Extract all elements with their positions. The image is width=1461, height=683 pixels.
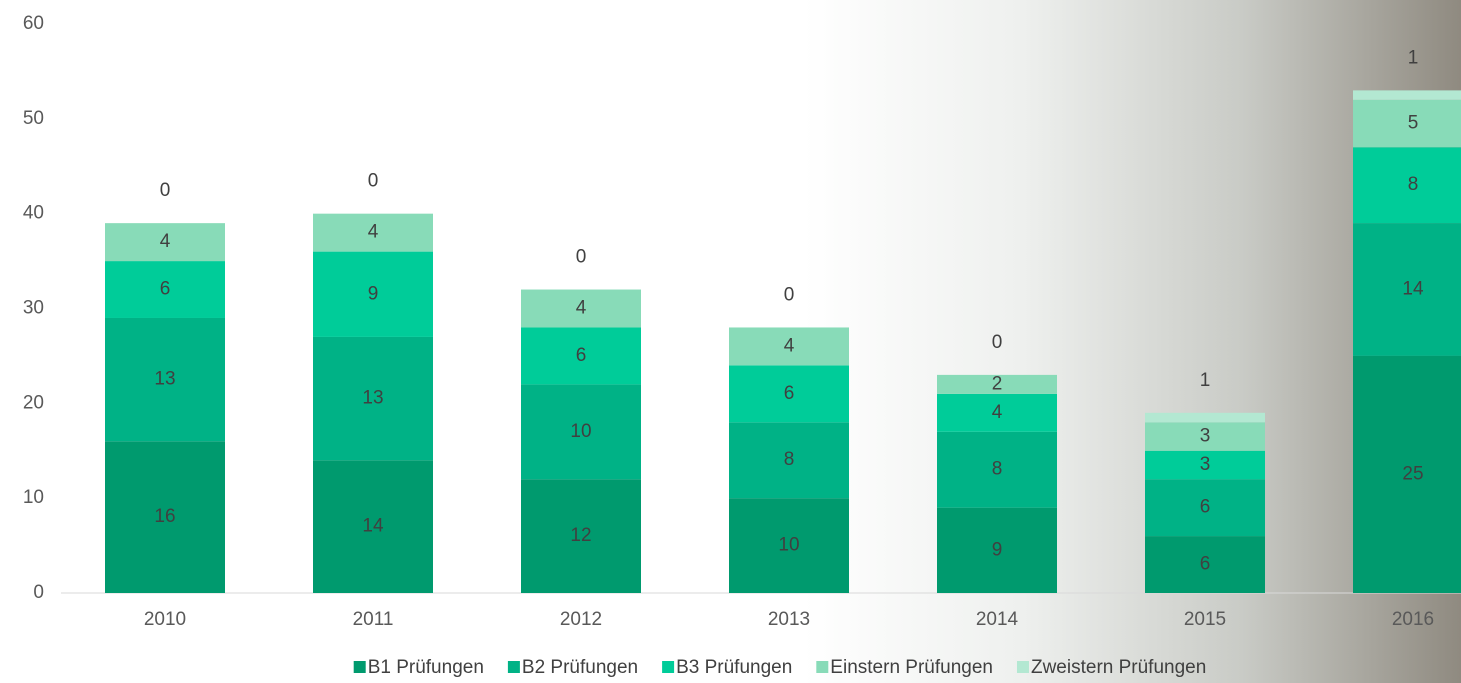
data-label: 3: [1200, 426, 1211, 447]
data-label: 0: [368, 171, 379, 192]
data-label: 2: [992, 373, 1003, 394]
y-tick-label: 10: [23, 487, 44, 508]
bar-segment: [1145, 450, 1265, 480]
data-label: 0: [784, 284, 795, 305]
x-tick-label: 2016: [1392, 609, 1434, 630]
bar-segment: [1353, 99, 1461, 148]
bar-segment: [937, 393, 1057, 432]
x-tick-label: 2015: [1184, 609, 1226, 630]
x-tick-label: 2014: [976, 609, 1019, 630]
data-label: 9: [368, 283, 379, 304]
bar-segment: [729, 327, 849, 366]
x-tick-label: 2010: [144, 609, 186, 630]
data-label: 1: [1200, 370, 1211, 391]
data-label: 6: [1200, 554, 1211, 575]
bar-segment: [937, 507, 1057, 593]
data-label: 8: [1408, 174, 1419, 195]
legend-swatch: [1016, 661, 1029, 673]
legend: B1 Prüfungen B2 Prüfungen B3 Prüfungen Eins…: [353, 657, 1206, 678]
data-label: 0: [160, 180, 171, 201]
bar-segment: [313, 460, 433, 593]
bar-segment: [1145, 536, 1265, 593]
legend-swatch: [816, 661, 829, 673]
data-label: 16: [154, 506, 175, 527]
bar-segment: [1145, 412, 1265, 423]
x-tick-label: 2013: [768, 609, 810, 630]
y-tick-label: 20: [23, 392, 44, 413]
data-label: 14: [1402, 279, 1424, 300]
data-label: 4: [992, 402, 1003, 423]
legend-label: Einstern Prüfungen: [830, 657, 993, 678]
data-label: 6: [160, 279, 171, 300]
data-label: 6: [1200, 497, 1211, 518]
x-tick-label: 2011: [353, 609, 394, 630]
bar-segment: [313, 213, 433, 252]
y-tick-label: 40: [23, 203, 44, 224]
data-label: 5: [1408, 113, 1419, 134]
bar-segment: [1353, 355, 1461, 593]
legend-label: Zweistern Prüfungen: [1031, 657, 1206, 678]
bar-segment: [1353, 223, 1461, 356]
legend-label: B2 Prüfungen: [522, 657, 638, 678]
bar-segment: [1353, 147, 1461, 224]
data-label: 6: [576, 345, 587, 366]
data-label: 8: [784, 449, 795, 470]
data-label: 12: [570, 525, 591, 546]
data-label: 4: [368, 222, 379, 243]
data-label: 10: [570, 421, 591, 442]
bar-segment: [1353, 90, 1461, 100]
data-label: 13: [362, 388, 383, 409]
bar-segment: [521, 384, 641, 480]
bar-segment: [313, 251, 433, 337]
bar-segment: [105, 261, 225, 318]
y-tick-label: 0: [33, 582, 44, 603]
data-label: 4: [784, 335, 795, 356]
bar-segment: [313, 336, 433, 461]
data-label: 4: [160, 231, 171, 252]
bar-segment: [729, 365, 849, 423]
bar-segment: [105, 317, 225, 442]
data-label: 0: [576, 247, 587, 268]
legend-swatch: [353, 661, 366, 673]
data-label: 1: [1408, 47, 1419, 68]
legend-swatch: [662, 661, 675, 673]
bar-segment: [729, 498, 849, 593]
bar-segment: [937, 374, 1057, 394]
bar-segment: [105, 223, 225, 262]
y-tick-label: 60: [23, 13, 44, 34]
bar-segment: [1145, 422, 1265, 451]
bar-segment: [105, 441, 225, 593]
data-label: 3: [1200, 454, 1211, 475]
bar-segment: [521, 289, 641, 328]
data-label: 4: [576, 298, 587, 319]
bar-segment: [1145, 479, 1265, 537]
data-label: 6: [784, 383, 795, 404]
data-label: 25: [1402, 463, 1423, 484]
bar-segment: [521, 327, 641, 385]
y-tick-label: 30: [23, 298, 44, 319]
data-label: 0: [992, 332, 1003, 353]
bar-segment: [521, 479, 641, 593]
y-tick-label: 50: [23, 108, 44, 129]
data-label: 10: [778, 535, 799, 556]
data-label: 14: [362, 516, 384, 537]
data-label: 13: [154, 369, 175, 390]
x-tick-label: 2012: [560, 609, 602, 630]
bar-segment: [729, 422, 849, 499]
legend-swatch: [507, 661, 520, 673]
bar-segment: [937, 431, 1057, 508]
data-label: 9: [992, 539, 1003, 560]
legend-label: B3 Prüfungen: [676, 657, 792, 678]
data-label: 8: [992, 459, 1003, 480]
legend-label: B1 Prüfungen: [368, 657, 484, 678]
